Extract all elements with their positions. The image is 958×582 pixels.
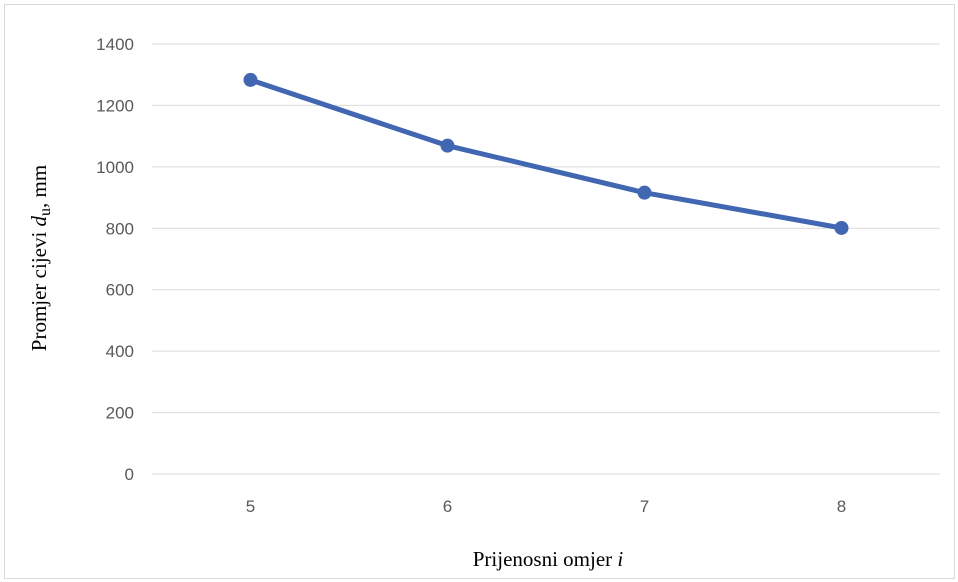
gridlines [152, 43, 940, 475]
y-tick-labels: 0 200 400 600 800 1000 1200 1400 [96, 35, 134, 484]
x-axis-title: Prijenosni omjer i [473, 547, 624, 571]
data-point-marker [637, 185, 652, 200]
series-line [248, 77, 844, 231]
y-tick-label: 200 [106, 404, 134, 423]
x-tick-label: 6 [443, 497, 452, 516]
y-tick-label: 600 [106, 281, 134, 300]
y-tick-label: 800 [106, 219, 134, 238]
data-point-marker [440, 138, 455, 153]
data-point-marker [834, 220, 849, 235]
data-point-marker [243, 72, 258, 87]
y-axis-title: Promjer cijevi du, mm [27, 165, 54, 351]
y-tick-label: 0 [125, 465, 134, 484]
y-tick-label: 1400 [96, 35, 134, 54]
x-tick-label: 5 [246, 497, 255, 516]
x-tick-label: 8 [837, 497, 846, 516]
x-tick-label: 7 [640, 497, 649, 516]
y-tick-label: 400 [106, 342, 134, 361]
chart-frame [4, 4, 955, 579]
x-tick-labels: 5 6 7 8 [246, 497, 846, 516]
y-tick-label: 1000 [96, 158, 134, 177]
y-tick-label: 1200 [96, 96, 134, 115]
series-layer [243, 72, 849, 235]
